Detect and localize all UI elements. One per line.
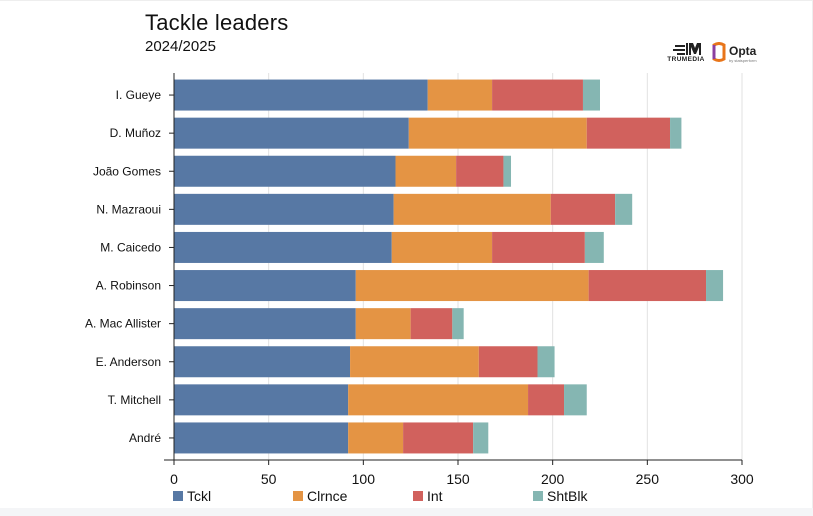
- bars: [174, 79, 724, 454]
- bar-clrnce-6: [355, 308, 411, 340]
- axes: I. Gueye D. Muñoz João Gomes N. Mazraoui M. …: [85, 73, 754, 487]
- bar-tckl-2: [174, 155, 396, 187]
- bar-shtblk-3: [615, 193, 633, 225]
- category-label: João Gomes: [93, 164, 161, 178]
- category-label: A. Mac Allister: [85, 317, 161, 331]
- legend-label-tckl: Tckl: [187, 488, 211, 504]
- category-label: A. Robinson: [96, 279, 161, 293]
- trumedia-icon: [673, 43, 701, 55]
- legend: Tckl Clrnce Int ShtBlk: [173, 488, 588, 504]
- category-label: N. Mazraoui: [96, 202, 161, 216]
- x-tick-label: 300: [730, 471, 754, 487]
- bar-clrnce-1: [408, 117, 587, 149]
- bar-shtblk-5: [706, 270, 724, 302]
- bottom-strip: [0, 508, 813, 516]
- bar-int-4: [492, 231, 585, 263]
- bar-tckl-6: [174, 308, 356, 340]
- bar-int-5: [588, 270, 707, 302]
- bar-shtblk-6: [452, 308, 464, 340]
- bar-clrnce-5: [355, 270, 589, 302]
- x-tick-label: 50: [261, 471, 277, 487]
- bar-clrnce-7: [350, 346, 479, 378]
- bar-int-1: [586, 117, 671, 149]
- bar-shtblk-4: [584, 231, 604, 263]
- logos: TRUMEDIA Opta by statsperform: [665, 42, 775, 66]
- opta-logo-subtext: by statsperform: [729, 58, 757, 63]
- bar-tckl-4: [174, 231, 392, 263]
- bar-clrnce-9: [348, 422, 404, 454]
- chart-subtitle: 2024/2025: [145, 38, 216, 55]
- x-tick-label: 100: [352, 471, 376, 487]
- opta-logo-text: Opta: [729, 44, 757, 58]
- legend-swatch-shtblk: [533, 491, 543, 501]
- bar-clrnce-4: [391, 231, 493, 263]
- bar-tckl-3: [174, 193, 394, 225]
- trumedia-logo: TRUMEDIA: [665, 42, 707, 64]
- legend-swatch-clrnce: [293, 491, 303, 501]
- x-tick-label: 0: [170, 471, 178, 487]
- bar-clrnce-0: [427, 79, 493, 111]
- category-label: I. Gueye: [116, 88, 162, 102]
- category-label: T. Mitchell: [108, 393, 161, 407]
- x-tick-label: 150: [446, 471, 470, 487]
- bar-shtblk-9: [473, 422, 489, 454]
- bar-tckl-1: [174, 117, 409, 149]
- category-label: D. Muñoz: [110, 126, 161, 140]
- bar-int-0: [492, 79, 583, 111]
- bar-tckl-9: [174, 422, 349, 454]
- category-label: E. Anderson: [96, 355, 161, 369]
- bar-shtblk-1: [670, 117, 682, 149]
- bar-clrnce-3: [393, 193, 551, 225]
- bar-int-2: [456, 155, 504, 187]
- bar-tckl-0: [174, 79, 428, 111]
- x-tick-label: 250: [636, 471, 660, 487]
- bar-tckl-8: [174, 384, 349, 416]
- opta-logo: Opta by statsperform: [710, 42, 770, 66]
- bar-int-9: [403, 422, 474, 454]
- category-label: M. Caicedo: [100, 240, 161, 254]
- legend-label-int: Int: [427, 488, 443, 504]
- legend-label-shtblk: ShtBlk: [547, 488, 588, 504]
- bar-shtblk-2: [503, 155, 512, 187]
- x-tick-label: 200: [541, 471, 565, 487]
- legend-label-clrnce: Clrnce: [307, 488, 348, 504]
- opta-icon: [712, 42, 726, 62]
- bar-clrnce-2: [395, 155, 457, 187]
- bar-shtblk-7: [537, 346, 555, 378]
- bar-clrnce-8: [348, 384, 529, 416]
- bar-tckl-7: [174, 346, 351, 378]
- bar-int-7: [478, 346, 538, 378]
- bar-int-8: [528, 384, 565, 416]
- trumedia-logo-text: TRUMEDIA: [667, 56, 705, 63]
- bar-tckl-5: [174, 270, 356, 302]
- category-label: André: [129, 431, 161, 445]
- bar-int-6: [410, 308, 453, 340]
- bar-shtblk-0: [582, 79, 600, 111]
- chart-title: Tackle leaders: [145, 10, 289, 35]
- legend-swatch-tckl: [173, 491, 183, 501]
- bar-shtblk-8: [564, 384, 587, 416]
- legend-swatch-int: [413, 491, 423, 501]
- bar-int-3: [550, 193, 616, 225]
